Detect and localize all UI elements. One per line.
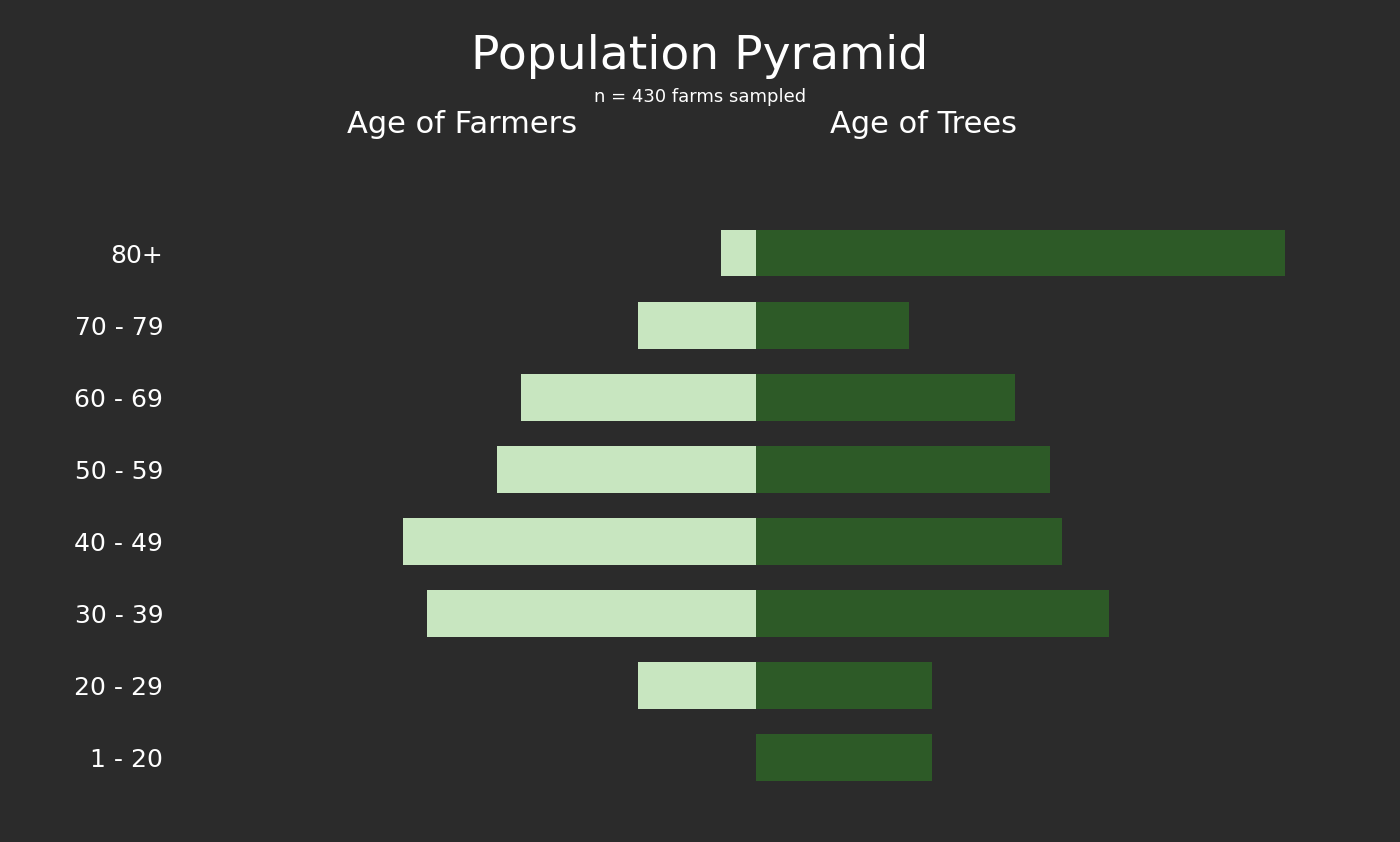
Text: Population Pyramid: Population Pyramid — [472, 34, 928, 78]
Bar — [756, 374, 1015, 420]
Bar — [756, 590, 1109, 637]
Bar — [756, 518, 1061, 565]
Text: n = 430 farms sampled: n = 430 farms sampled — [594, 88, 806, 106]
Bar — [521, 374, 756, 420]
Bar — [756, 662, 932, 709]
Bar — [756, 230, 1285, 276]
Text: Age of Trees: Age of Trees — [830, 110, 1018, 139]
Bar — [427, 590, 756, 637]
Bar — [756, 734, 932, 781]
Bar — [756, 301, 909, 349]
Bar — [756, 445, 1050, 493]
Bar — [497, 445, 756, 493]
Bar — [403, 518, 756, 565]
Bar — [721, 230, 756, 276]
Bar — [638, 662, 756, 709]
Text: Age of Farmers: Age of Farmers — [347, 110, 577, 139]
Bar — [638, 301, 756, 349]
